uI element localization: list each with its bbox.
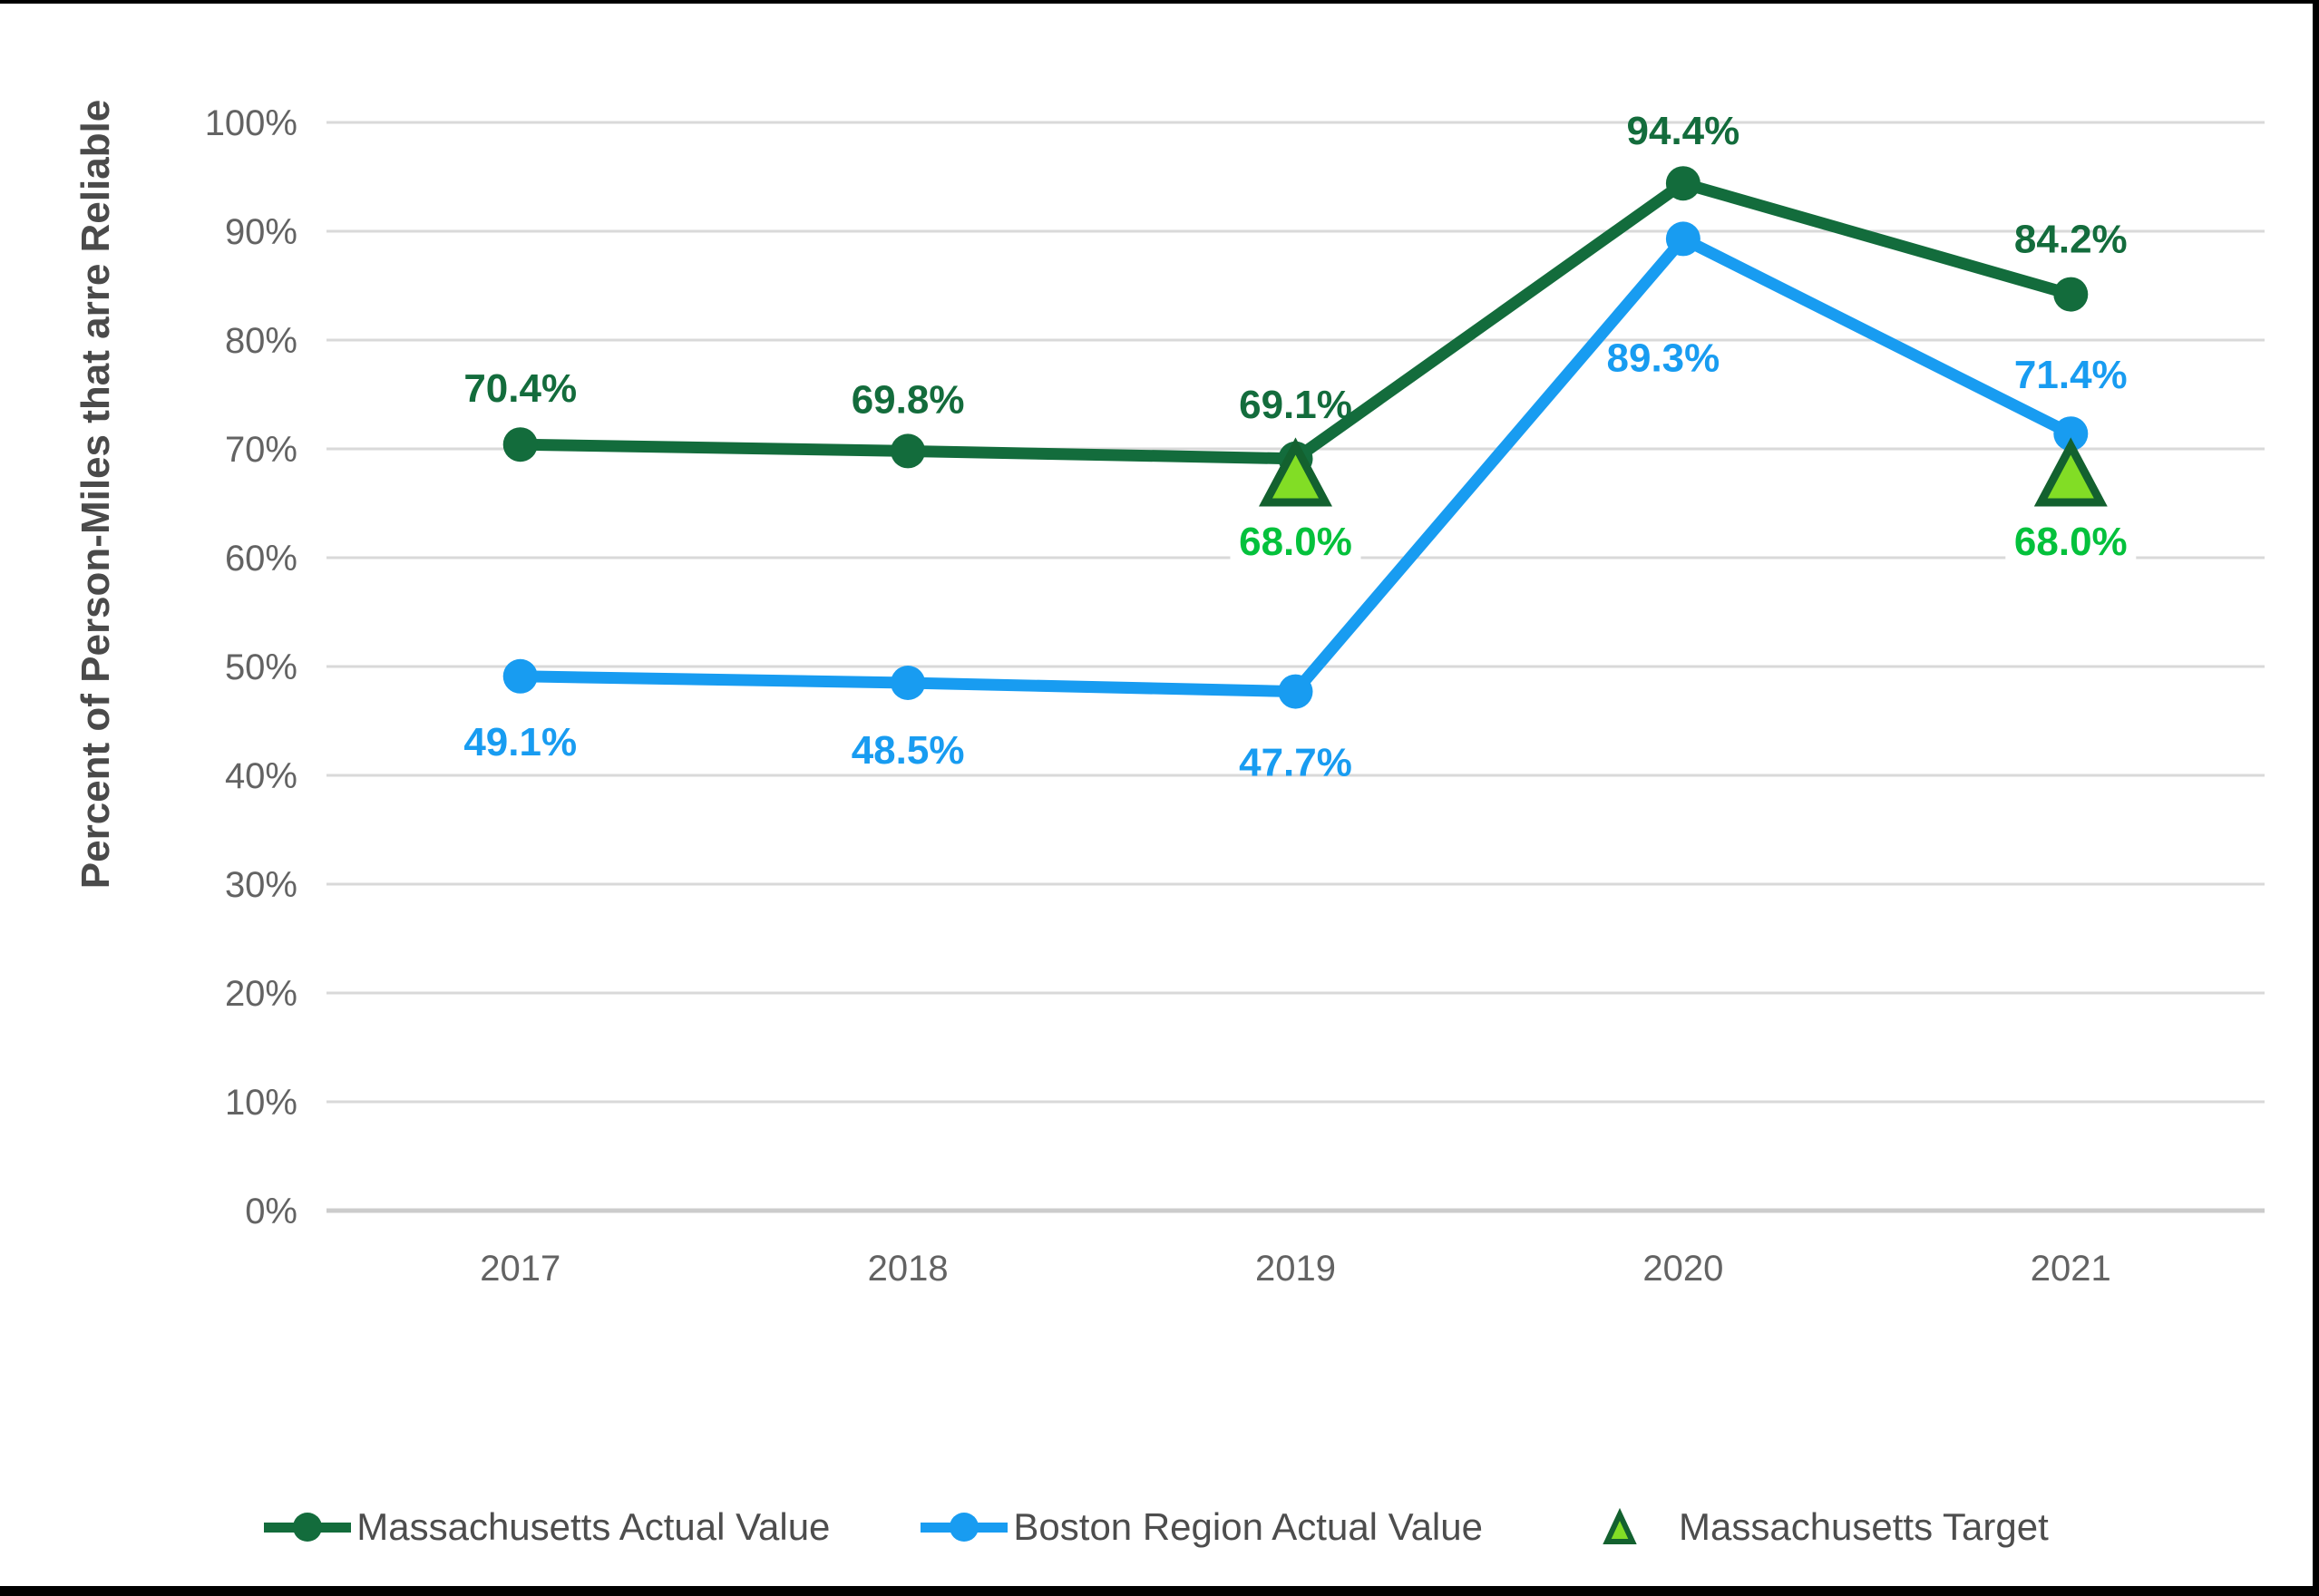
data-label: 84.2% — [2014, 218, 2128, 262]
data-label-background — [1230, 518, 1361, 565]
y-tick-label: 30% — [225, 865, 297, 905]
data-point-marker — [502, 427, 538, 462]
data-point-marker — [1665, 221, 1700, 257]
data-label: 69.1% — [1239, 383, 1352, 427]
data-label-background — [2005, 518, 2137, 565]
data-label: 69.8% — [852, 377, 965, 422]
data-point-marker — [891, 666, 926, 700]
x-tick-label: 2021 — [2031, 1249, 2111, 1289]
target-marker — [2033, 437, 2108, 507]
triangle-marker-icon — [1603, 1507, 1637, 1544]
legend-item-massachusetts-actual: Massachusetts Actual Value — [264, 1507, 830, 1547]
legend-label-boston-region-actual: Boston Region Actual Value — [1013, 1505, 1483, 1548]
legend-label-massachusetts-actual: Massachusetts Actual Value — [356, 1505, 831, 1548]
y-tick-label: 20% — [225, 974, 297, 1014]
frame-border-right — [2313, 0, 2319, 1596]
legend: Massachusetts Actual Value Boston Region… — [0, 1507, 2313, 1547]
data-label: 47.7% — [1239, 741, 1352, 785]
data-label: 48.5% — [852, 728, 965, 773]
data-label: 70.4% — [463, 366, 577, 411]
data-label: 94.4% — [1627, 109, 1740, 153]
y-tick-label: 60% — [225, 539, 297, 579]
y-tick-label: 70% — [225, 430, 297, 470]
y-tick-label: 80% — [225, 321, 297, 361]
data-point-marker — [1278, 674, 1313, 709]
x-tick-label: 2019 — [1255, 1249, 1336, 1289]
data-label: 89.3% — [1607, 336, 1720, 380]
y-tick-label: 10% — [225, 1083, 297, 1123]
legend-label-massachusetts-target: Massachusetts Target — [1678, 1505, 2049, 1548]
data-point-marker — [502, 658, 538, 694]
line-circle-marker-icon — [921, 1513, 1008, 1542]
legend-item-massachusetts-target: Massachusetts Target — [1603, 1507, 2049, 1547]
x-tick-label: 2017 — [480, 1249, 560, 1289]
data-label: 68.0% — [1239, 520, 1352, 564]
data-label: 68.0% — [2014, 520, 2128, 564]
line-circle-marker-icon — [264, 1513, 352, 1542]
y-axis-title: Percent of Person-Miles that arre Reliab… — [73, 100, 118, 890]
y-tick-label: 0% — [245, 1192, 297, 1231]
data-point-marker — [1665, 166, 1700, 201]
y-tick-label: 100% — [205, 103, 297, 143]
data-point-marker — [891, 433, 926, 469]
data-point-marker — [2053, 277, 2089, 312]
x-tick-label: 2018 — [868, 1249, 949, 1289]
y-tick-label: 50% — [225, 647, 297, 687]
frame-border-top — [0, 0, 2319, 4]
data-point-marker — [2053, 416, 2089, 452]
data-label: 71.4% — [2014, 353, 2128, 397]
y-tick-label: 40% — [225, 756, 297, 796]
data-label: 49.1% — [463, 720, 577, 764]
legend-item-boston-region-actual: Boston Region Actual Value — [921, 1507, 1483, 1547]
x-tick-label: 2020 — [1642, 1249, 1723, 1289]
frame-border-bottom — [0, 1586, 2319, 1596]
y-tick-label: 90% — [225, 212, 297, 252]
target-marker — [1259, 437, 1332, 507]
